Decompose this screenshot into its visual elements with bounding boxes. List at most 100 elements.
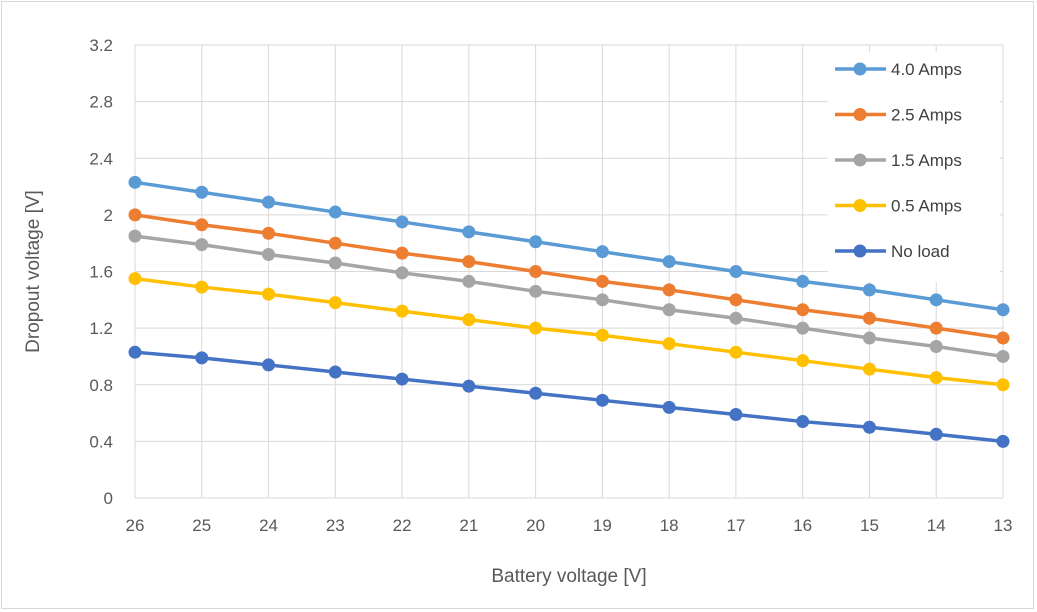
x-tick-label: 15 xyxy=(860,516,879,535)
series-lines xyxy=(128,175,1010,448)
data-point xyxy=(128,229,142,243)
data-point xyxy=(862,311,876,325)
y-tick-label: 1.6 xyxy=(89,263,113,282)
data-point xyxy=(262,358,276,372)
legend-item: 0.5 Amps xyxy=(835,197,962,216)
data-point xyxy=(662,283,676,297)
x-tick-label: 24 xyxy=(259,516,278,535)
series-line xyxy=(134,350,1004,444)
y-tick-label: 1.2 xyxy=(89,319,113,338)
y-tick-label: 2.8 xyxy=(89,93,113,112)
data-point xyxy=(796,274,810,288)
data-point xyxy=(262,195,276,209)
legend-label: No load xyxy=(891,242,950,261)
legend-background xyxy=(828,52,1000,282)
x-tick-label: 19 xyxy=(593,516,612,535)
x-tick-label: 25 xyxy=(192,516,211,535)
legend-item: 4.0 Amps xyxy=(835,60,962,79)
data-point xyxy=(395,215,409,229)
x-axis-ticks: 26 25 24 23 22 21 20 19 18 17 16 15 14 13 xyxy=(126,516,1013,535)
series-1-5-amps xyxy=(128,229,1010,363)
y-tick-label: 2.4 xyxy=(89,149,113,168)
data-point xyxy=(996,378,1010,392)
data-point xyxy=(662,337,676,351)
x-axis-title: Battery voltage [V] xyxy=(491,566,646,587)
legend-marker xyxy=(853,199,867,212)
data-point xyxy=(595,274,609,288)
series-0-5-amps xyxy=(128,272,1010,392)
y-tick-label: 0 xyxy=(104,489,113,508)
x-tick-label: 17 xyxy=(726,516,745,535)
data-point xyxy=(395,372,409,386)
data-point xyxy=(729,265,743,278)
series-4-0-amps xyxy=(128,175,1010,317)
data-point xyxy=(328,296,342,310)
data-point xyxy=(195,280,209,294)
data-point xyxy=(929,371,943,385)
legend-item: No load xyxy=(835,242,950,261)
data-point xyxy=(929,427,943,441)
data-point xyxy=(796,354,810,368)
data-point xyxy=(996,434,1010,448)
data-point xyxy=(328,205,342,219)
data-point xyxy=(128,175,142,189)
x-tick-label: 18 xyxy=(660,516,679,535)
data-point xyxy=(128,272,142,286)
y-tick-label: 0.4 xyxy=(89,432,113,451)
data-point xyxy=(662,400,676,414)
legend-label: 2.5 Amps xyxy=(891,106,962,125)
series-2-5-amps xyxy=(128,208,1010,345)
data-point xyxy=(929,340,943,354)
data-point xyxy=(729,311,743,325)
legend-label: 0.5 Amps xyxy=(891,197,962,216)
data-point xyxy=(529,265,543,278)
data-point xyxy=(395,304,409,318)
data-point xyxy=(462,274,476,288)
data-point xyxy=(462,225,476,239)
legend-label: 4.0 Amps xyxy=(891,60,962,79)
data-point xyxy=(328,256,342,270)
x-tick-label: 13 xyxy=(994,516,1013,535)
x-tick-label: 26 xyxy=(126,516,145,535)
data-point xyxy=(462,313,476,327)
data-point xyxy=(862,283,876,297)
legend-marker xyxy=(853,153,867,167)
series-no-load xyxy=(128,345,1010,448)
data-point xyxy=(929,321,943,335)
data-point xyxy=(729,293,743,307)
data-point xyxy=(462,255,476,269)
data-point xyxy=(195,238,209,252)
data-point xyxy=(996,331,1010,345)
data-point xyxy=(529,386,543,400)
x-tick-label: 16 xyxy=(793,516,812,535)
legend-item: 2.5 Amps xyxy=(835,106,962,125)
x-tick-label: 21 xyxy=(459,516,478,535)
data-point xyxy=(328,236,342,250)
data-point xyxy=(262,226,276,240)
data-point xyxy=(796,303,810,317)
data-point xyxy=(662,255,676,269)
legend: 4.0 Amps 2.5 Amps 1.5 Amps 0.5 Amps No load xyxy=(828,52,1000,282)
legend-marker xyxy=(853,244,867,258)
data-point xyxy=(595,393,609,407)
data-point xyxy=(529,284,543,298)
legend-marker xyxy=(853,108,867,121)
data-point xyxy=(128,208,142,222)
x-tick-label: 20 xyxy=(526,516,545,535)
y-axis-title: Dropout voltage [V] xyxy=(23,190,44,353)
x-tick-label: 22 xyxy=(393,516,412,535)
data-point xyxy=(996,349,1010,363)
data-point xyxy=(195,351,209,365)
data-point xyxy=(328,365,342,379)
data-point xyxy=(195,218,209,232)
series-line xyxy=(134,234,1004,359)
x-tick-label: 23 xyxy=(326,516,345,535)
series-line xyxy=(134,213,1004,340)
data-point xyxy=(796,321,810,335)
data-point xyxy=(529,235,543,249)
data-point xyxy=(662,303,676,317)
data-point xyxy=(796,415,810,429)
legend-label: 1.5 Amps xyxy=(891,151,962,170)
data-point xyxy=(195,185,209,199)
